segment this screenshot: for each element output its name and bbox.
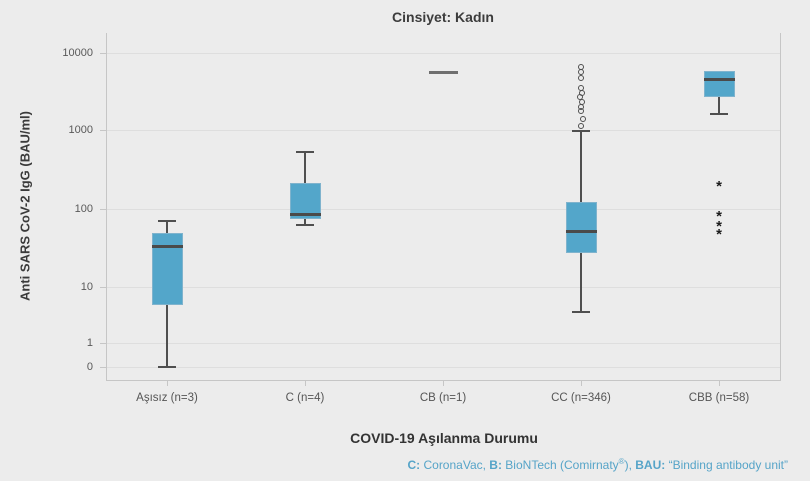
y-tick-label: 10000 xyxy=(62,47,93,59)
y-tick-label: 10 xyxy=(80,281,93,293)
x-tick-mark xyxy=(167,380,168,386)
y-tick-mark xyxy=(100,130,106,131)
y-tick-mark xyxy=(100,367,106,368)
y-gridline xyxy=(106,367,780,368)
footnote: C: CoronaVac, B: BioNTech (Comirnaty®), … xyxy=(407,457,788,472)
x-tick-label: CBB (n=58) xyxy=(688,392,750,404)
significance-asterisk: * xyxy=(716,208,722,226)
lower-whisker xyxy=(718,97,720,114)
significance-asterisk: * xyxy=(716,177,722,195)
outlier-point xyxy=(578,69,584,76)
median-line xyxy=(151,245,183,249)
lower-whisker xyxy=(580,253,582,312)
upper-whisker xyxy=(304,152,306,183)
x-tick-label: CC (n=346) xyxy=(551,392,611,404)
x-tick-label: C (n=4) xyxy=(285,392,325,404)
outlier-point xyxy=(578,108,584,115)
outlier-point xyxy=(578,74,584,81)
footnote-key: B: xyxy=(489,458,502,472)
footnote-key: BAU: xyxy=(635,458,666,472)
box-iqr xyxy=(151,233,183,306)
y-gridline xyxy=(106,130,780,131)
right-axis-spine xyxy=(780,33,781,380)
footnote-text: “Binding antibody unit” xyxy=(665,458,788,472)
median-line xyxy=(289,212,321,216)
bottom-strip xyxy=(0,481,810,485)
y-tick-mark xyxy=(100,53,106,54)
upper-whisker-cap xyxy=(296,151,314,154)
outlier-point xyxy=(578,123,584,130)
lower-whisker-cap xyxy=(158,366,176,368)
lower-whisker xyxy=(304,218,306,226)
lower-whisker xyxy=(166,305,168,367)
median-line xyxy=(703,77,735,81)
significance-asterisk: * xyxy=(716,226,722,244)
x-tick-label: CB (n=1) xyxy=(419,392,467,404)
x-tick-mark xyxy=(305,380,306,386)
y-gridline xyxy=(106,343,780,344)
x-tick-mark xyxy=(719,380,720,386)
y-tick-label: 0 xyxy=(86,361,93,373)
y-tick-mark xyxy=(100,209,106,210)
lower-whisker-cap xyxy=(710,112,728,115)
upper-whisker xyxy=(580,130,582,202)
y-tick-label: 1 xyxy=(86,337,93,349)
y-gridline xyxy=(106,287,780,288)
y-tick-label: 1000 xyxy=(68,124,93,136)
box-iqr xyxy=(703,70,735,98)
x-tick-label: Aşısız (n=3) xyxy=(136,392,198,404)
lower-whisker-cap xyxy=(296,224,314,227)
box-iqr xyxy=(565,201,597,254)
significance-asterisk: * xyxy=(716,217,722,235)
footnote-text: BioNTech (Comirnaty xyxy=(501,458,619,472)
x-tick-mark xyxy=(581,380,582,386)
footnote-text: ), xyxy=(624,458,636,472)
y-tick-label: 100 xyxy=(74,203,93,215)
single-observation-line xyxy=(428,71,458,74)
footnote-key: C: xyxy=(407,458,421,472)
x-tick-mark xyxy=(443,380,444,386)
left-axis-spine xyxy=(106,33,107,380)
chart-title: Cinsiyet: Kadın xyxy=(392,9,494,25)
y-gridline xyxy=(106,209,780,210)
lower-whisker-cap xyxy=(572,310,590,313)
outlier-point xyxy=(580,116,586,123)
median-line xyxy=(565,230,597,234)
footnote-text: ® xyxy=(618,457,625,466)
x-axis-title: COVID-19 Aşılanma Durumu xyxy=(350,430,538,446)
y-gridline xyxy=(106,53,780,54)
upper-whisker xyxy=(166,221,168,234)
upper-whisker-cap xyxy=(572,129,590,132)
footnote-text: CoronaVac, xyxy=(420,458,490,472)
y-tick-mark xyxy=(100,287,106,288)
y-tick-mark xyxy=(100,343,106,344)
upper-whisker-cap xyxy=(158,220,176,223)
